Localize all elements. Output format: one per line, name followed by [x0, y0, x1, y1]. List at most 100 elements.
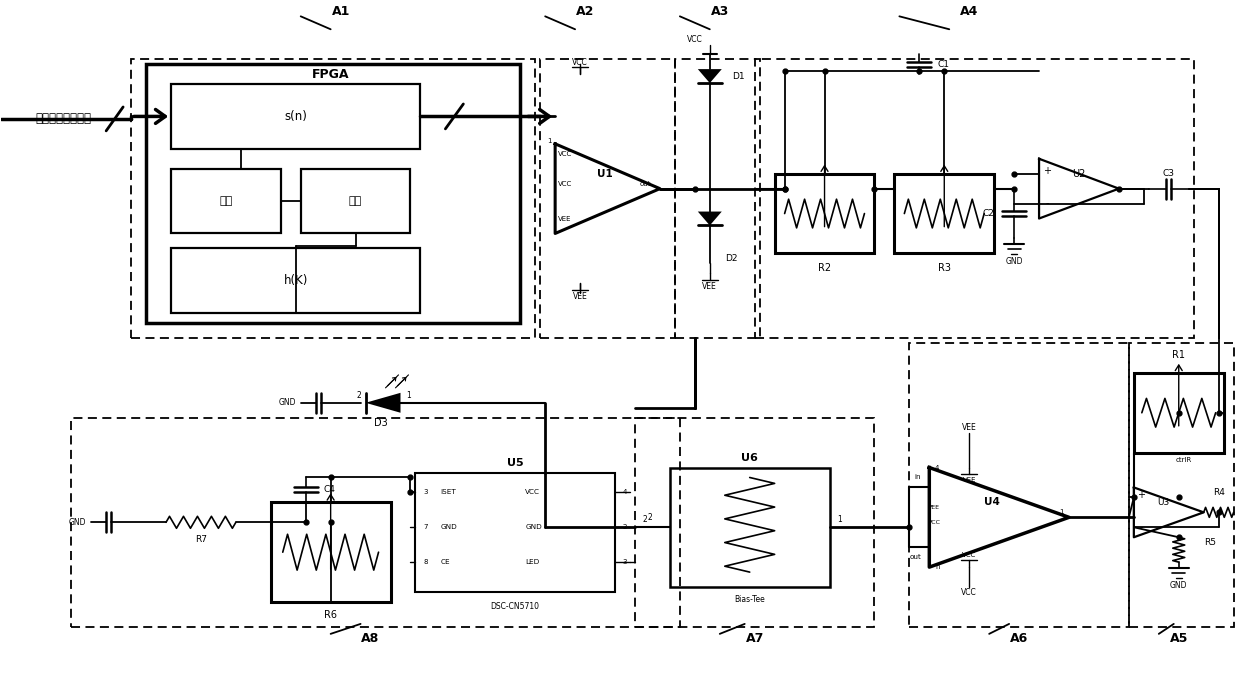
- Text: 8: 8: [423, 559, 428, 565]
- Text: ctrlR: ctrlR: [1176, 456, 1192, 463]
- Text: D1: D1: [732, 72, 744, 80]
- Text: ISET: ISET: [440, 489, 456, 496]
- Bar: [775, 174, 874, 253]
- Text: 2: 2: [356, 392, 361, 401]
- Text: R6: R6: [324, 610, 337, 620]
- Text: A4: A4: [960, 5, 978, 18]
- Text: 3: 3: [622, 559, 627, 565]
- Text: out: out: [639, 181, 651, 186]
- Text: 1: 1: [837, 515, 842, 524]
- Text: D3: D3: [373, 417, 387, 428]
- Text: U2: U2: [1073, 169, 1086, 179]
- Text: A8: A8: [361, 632, 379, 646]
- Bar: [675, 59, 760, 338]
- Polygon shape: [698, 211, 722, 225]
- Text: U1: U1: [598, 169, 613, 179]
- Text: 1: 1: [405, 392, 410, 401]
- Bar: [415, 473, 615, 592]
- Text: s(n): s(n): [284, 110, 308, 123]
- Text: VCC: VCC: [558, 151, 572, 157]
- Text: C3: C3: [1163, 169, 1174, 178]
- Text: C4: C4: [324, 485, 336, 494]
- Text: DSC-CN5710: DSC-CN5710: [491, 602, 539, 611]
- Text: GND: GND: [1171, 581, 1188, 590]
- Text: +: +: [1043, 165, 1052, 176]
- Bar: [670, 468, 830, 587]
- Text: in: in: [915, 475, 921, 480]
- Text: 2: 2: [642, 515, 647, 524]
- Text: A6: A6: [1009, 632, 1028, 646]
- Polygon shape: [698, 69, 722, 83]
- Text: n: n: [935, 564, 940, 570]
- Text: GND: GND: [526, 524, 542, 530]
- Text: R1: R1: [1172, 350, 1185, 360]
- Bar: [131, 59, 536, 338]
- Text: A3: A3: [711, 5, 729, 18]
- Text: -: -: [1045, 199, 1049, 209]
- Text: 7: 7: [423, 524, 428, 530]
- Text: R5: R5: [1204, 537, 1215, 547]
- Text: VEE: VEE: [962, 423, 977, 432]
- Text: R2: R2: [818, 263, 831, 274]
- Text: GND: GND: [278, 399, 295, 408]
- Text: out: out: [909, 554, 921, 560]
- Bar: [894, 174, 994, 253]
- Text: VCC: VCC: [961, 588, 977, 597]
- Bar: [171, 169, 280, 233]
- Text: VEE: VEE: [929, 505, 940, 510]
- Text: 卷积: 卷积: [348, 196, 362, 206]
- Text: A1: A1: [331, 5, 350, 18]
- Text: 1: 1: [1059, 510, 1064, 515]
- Bar: [1128, 343, 1234, 627]
- Text: LED: LED: [526, 559, 539, 565]
- Text: +: +: [1137, 491, 1145, 500]
- Text: VCC: VCC: [572, 58, 588, 66]
- Text: U6: U6: [742, 452, 758, 463]
- Text: R7: R7: [195, 535, 207, 544]
- Text: VCC: VCC: [962, 552, 976, 558]
- Bar: [71, 417, 680, 627]
- Bar: [909, 343, 1128, 627]
- Text: VCC: VCC: [558, 181, 572, 186]
- Text: C2: C2: [982, 209, 994, 218]
- Text: VEE: VEE: [573, 292, 588, 301]
- Text: 3: 3: [423, 489, 428, 496]
- Bar: [301, 169, 410, 233]
- Text: 2: 2: [622, 524, 627, 530]
- Text: h(K): h(K): [284, 274, 308, 288]
- Bar: [1133, 373, 1224, 452]
- Text: U4: U4: [985, 498, 999, 507]
- Text: -: -: [1140, 522, 1142, 533]
- Polygon shape: [366, 393, 401, 413]
- Text: VEE: VEE: [558, 216, 572, 221]
- Text: CE: CE: [440, 559, 450, 565]
- Text: GND: GND: [68, 518, 87, 527]
- Text: C1: C1: [937, 59, 950, 68]
- Bar: [171, 84, 420, 149]
- Text: FPGA: FPGA: [312, 68, 350, 80]
- Bar: [635, 417, 874, 627]
- Bar: [755, 59, 1194, 338]
- Text: R3: R3: [937, 263, 951, 274]
- Text: A2: A2: [575, 5, 594, 18]
- Text: VCC: VCC: [526, 489, 541, 496]
- Text: VEE: VEE: [962, 477, 976, 484]
- Bar: [171, 248, 420, 313]
- Text: VCC: VCC: [928, 520, 941, 525]
- Text: VEE: VEE: [702, 282, 717, 291]
- Text: A5: A5: [1169, 632, 1188, 646]
- Text: U3: U3: [1158, 498, 1169, 507]
- Bar: [146, 64, 521, 323]
- Text: Bias-Tee: Bias-Tee: [734, 595, 765, 604]
- Text: 4: 4: [622, 489, 627, 496]
- Text: U5: U5: [507, 458, 523, 468]
- Text: 1: 1: [548, 138, 552, 144]
- Bar: [541, 59, 675, 338]
- Text: GND: GND: [1006, 257, 1023, 266]
- Text: R4: R4: [1213, 488, 1225, 497]
- Bar: [270, 503, 391, 602]
- Text: 4: 4: [935, 465, 940, 470]
- Text: VCC: VCC: [687, 35, 703, 44]
- Text: GND: GND: [440, 524, 458, 530]
- Text: 2: 2: [647, 513, 652, 522]
